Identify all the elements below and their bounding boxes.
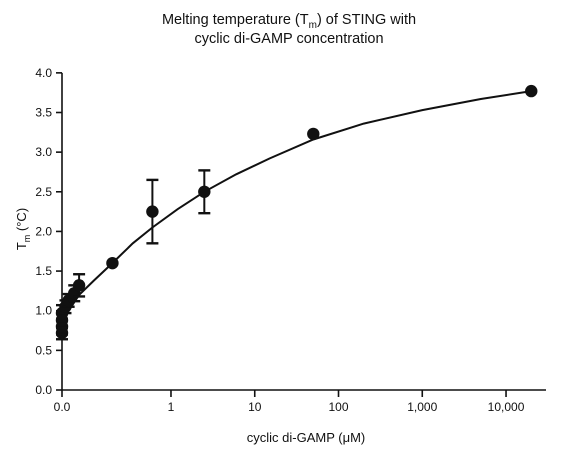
chart-title-line1: Melting temperature (Tm) of STING with (162, 12, 416, 31)
y-label-main: T (14, 242, 29, 250)
y-tick-label: 4.0 (35, 66, 52, 80)
y-tick-label: 3.0 (35, 145, 52, 159)
y-label-subscript: m (22, 235, 32, 243)
chart-title-line2: cyclic di-GAMP concentration (194, 31, 383, 47)
title-subscript: m (309, 20, 317, 31)
x-tick-label: 0.0 (54, 400, 71, 414)
y-tick-label: 1.5 (35, 264, 52, 278)
x-tick-label: 10 (248, 400, 262, 414)
y-tick-label: 1.0 (35, 304, 52, 318)
y-tick-label: 2.5 (35, 185, 52, 199)
y-tick-label: 2.0 (35, 224, 52, 238)
y-tick-label: 3.5 (35, 106, 52, 120)
y-axis-label: Tm (°C) (14, 208, 32, 250)
axes: 0.0 0.5 1.0 1.5 2.0 2.5 3.0 3.5 4.0 0.0 1 10 100 1,00… (35, 66, 546, 414)
x-tick-label: 1,000 (407, 400, 437, 414)
x-tick-label: 10,000 (488, 400, 525, 414)
fit-curve-layer (61, 90, 532, 327)
data-point (106, 256, 119, 270)
data-points-layer (55, 84, 538, 341)
data-point (525, 84, 538, 98)
title-main: Melting temperature (T (162, 12, 309, 28)
data-point (72, 279, 86, 292)
y-tick-label: 0.0 (35, 383, 52, 397)
x-tick-label: 1 (168, 400, 175, 414)
y-tick-label: 0.5 (35, 343, 52, 357)
y-label-unit: (°C) (14, 208, 29, 235)
data-point (146, 205, 159, 218)
data-point (307, 127, 320, 141)
x-axis-label: cyclic di-GAMP (μM) (247, 430, 365, 445)
x-tick-label: 100 (328, 400, 348, 414)
title-end: ) of STING with (317, 12, 416, 28)
data-point (198, 185, 211, 198)
fit-curve (61, 90, 532, 327)
